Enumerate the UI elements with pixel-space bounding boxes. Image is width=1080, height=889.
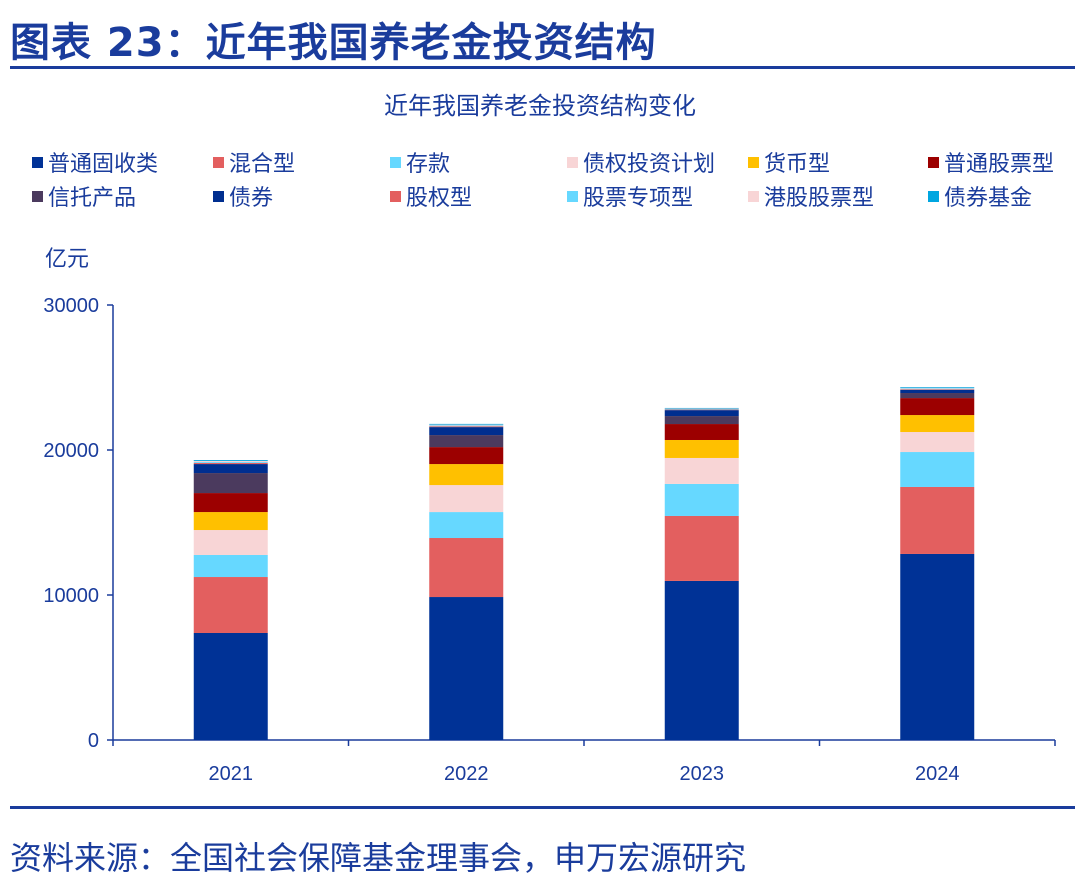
bar-segment	[664, 409, 739, 411]
y-tick-label: 30000	[43, 295, 99, 317]
bar-segment	[193, 462, 268, 463]
bar-segment	[664, 410, 739, 417]
legend-label: 信托产品	[48, 186, 137, 211]
y-tick-label: 10000	[43, 585, 99, 607]
legend-swatch	[32, 156, 43, 168]
bar-segment	[429, 538, 504, 598]
legend-item: 股票专项型	[567, 180, 693, 212]
legend-swatch	[32, 190, 43, 202]
bar-segment	[193, 554, 268, 578]
bar-segment	[900, 398, 975, 416]
bar-segment	[664, 407, 739, 409]
legend-item: 债券	[213, 180, 273, 212]
bar-segment	[429, 424, 504, 426]
y-tick-label: 0	[88, 730, 99, 752]
bar-segment	[429, 423, 504, 425]
bar-segment	[429, 426, 504, 428]
legend-item: 债权投资计划	[567, 146, 715, 178]
bottom-divider	[10, 806, 1075, 809]
legend-item: 混合型	[213, 146, 295, 178]
legend-item: 普通股票型	[928, 146, 1054, 178]
legend-label: 货币型	[764, 152, 831, 177]
legend-item: 股权型	[390, 180, 472, 212]
x-tick-label: 2023	[680, 763, 725, 785]
legend-swatch	[567, 190, 578, 202]
bar-segment	[900, 387, 975, 389]
legend-item: 港股股票型	[748, 180, 874, 212]
legend-label: 债权投资计划	[583, 152, 716, 177]
bar-segment	[664, 515, 739, 581]
chart-title: 近年我国养老金投资结构变化	[384, 92, 696, 120]
bar-segment	[429, 425, 504, 427]
bar-segment	[193, 462, 268, 465]
bar-segment	[429, 435, 504, 448]
legend-swatch	[213, 190, 224, 202]
bar-segment	[429, 597, 504, 740]
bar-segment	[664, 483, 739, 516]
legend-item: 货币型	[748, 146, 830, 178]
legend-label: 普通股票型	[944, 152, 1055, 177]
legend-label: 混合型	[229, 152, 296, 177]
legend-swatch	[748, 190, 759, 202]
bar-segment	[193, 473, 268, 494]
bar-segment	[429, 447, 504, 465]
legend-label: 普通固收类	[48, 152, 159, 177]
top-divider	[10, 66, 1075, 69]
bar-segment	[193, 493, 268, 513]
x-tick-label: 2021	[209, 763, 254, 785]
legend-label: 债券	[229, 186, 274, 211]
bar-segment	[900, 388, 975, 390]
legend-label: 港股股票型	[764, 186, 875, 211]
legend-swatch	[928, 156, 939, 168]
bar-segment	[193, 460, 268, 461]
legend-item: 信托产品	[32, 180, 136, 212]
source-note: 资料来源：全国社会保障基金理事会，申万宏源研究	[10, 839, 747, 877]
legend-label: 股权型	[406, 186, 473, 211]
legend-label: 存款	[406, 152, 451, 177]
legend-swatch	[928, 190, 939, 202]
legend-swatch	[390, 156, 401, 168]
x-tick-label: 2024	[915, 763, 960, 785]
bar-segment	[900, 389, 975, 394]
bar-segment	[664, 424, 739, 440]
legend-swatch	[390, 190, 401, 202]
bar-segment	[900, 486, 975, 554]
bar-segment	[664, 416, 739, 425]
bar-segment	[900, 389, 975, 390]
bar-segment	[193, 464, 268, 474]
bar-segment	[900, 432, 975, 453]
legend-item: 债券基金	[928, 180, 1032, 212]
legend-swatch	[748, 156, 759, 168]
bar-segment	[193, 460, 268, 463]
legend-swatch	[567, 156, 578, 168]
y-axis-label: 亿元	[45, 246, 89, 271]
legend-label: 债券基金	[944, 186, 1033, 211]
bar-segment	[664, 408, 739, 410]
bar-segment	[193, 512, 268, 531]
legend-swatch	[213, 156, 224, 168]
bar-segment	[900, 452, 975, 487]
bar-segment	[900, 387, 975, 388]
bar-segment	[429, 464, 504, 486]
bar-segment	[193, 632, 268, 740]
bar-segment	[429, 485, 504, 513]
bar-segment	[193, 530, 268, 555]
bar-segment	[429, 427, 504, 436]
bar-segment	[664, 439, 739, 458]
bar-segment	[664, 457, 739, 484]
bar-segment	[193, 577, 268, 633]
figure-title: 图表 23：近年我国养老金投资结构	[10, 20, 657, 66]
bar-segment	[429, 512, 504, 539]
y-tick-label: 20000	[43, 440, 99, 462]
bar-segment	[664, 580, 739, 740]
chart-area: 亿元 0 10000 20000 30000 2021 2022 2023 2024	[43, 246, 1056, 785]
x-tick-label: 2022	[444, 763, 489, 785]
legend-item: 普通固收类	[32, 146, 158, 178]
legend-item: 存款	[390, 146, 450, 178]
bar-segment	[900, 415, 975, 433]
bar-segment	[900, 393, 975, 399]
legend-label: 股票专项型	[583, 186, 694, 211]
bar-segment	[900, 553, 975, 740]
